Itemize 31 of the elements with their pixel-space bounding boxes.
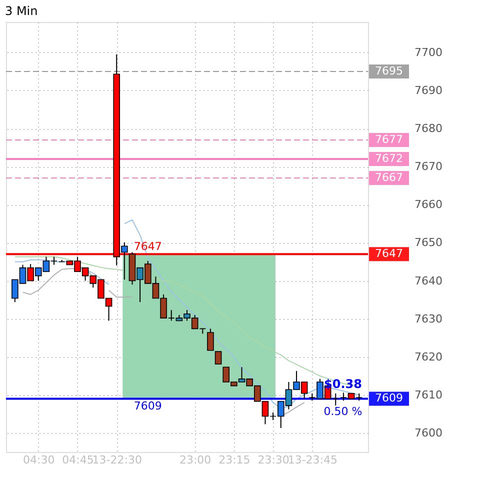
ref-line-label: 7609 (375, 392, 403, 405)
y-tick-label: 7650 (414, 236, 442, 250)
y-tick-label: 7600 (414, 426, 442, 440)
y-tick-label: 7680 (414, 122, 442, 136)
ref-line-label: 7695 (375, 64, 403, 78)
ref-line-label: 7667 (375, 171, 403, 184)
x-tick-label: 23:30 (258, 454, 290, 466)
ref-line-label: 7647 (375, 247, 403, 260)
x-tick-label: 04:30 (23, 454, 55, 466)
x-tick-label: 23:15 (218, 454, 250, 466)
x-tick-label: 13-22:30 (92, 454, 142, 466)
annotation: 0.50 % (324, 405, 362, 418)
annotation: 7647 (134, 240, 162, 254)
y-tick-label: 7630 (414, 312, 442, 326)
x-tick-label: 23:00 (179, 454, 212, 466)
y-tick-label: 7610 (414, 388, 442, 402)
x-tick-label: 04:45 (62, 454, 94, 466)
annotation: $0.38 (324, 377, 362, 391)
chart-title: 3 Min (5, 4, 38, 18)
x-tick-label: 13-23:45 (288, 454, 338, 466)
y-tick-label: 7700 (414, 46, 442, 59)
ref-line-label: 7672 (375, 152, 403, 165)
candlestick (214, 351, 222, 364)
y-tick-label: 7620 (414, 350, 442, 364)
y-tick-label: 7670 (414, 160, 442, 174)
y-tick-label: 7660 (414, 198, 442, 212)
y-tick-label: 7690 (414, 84, 442, 97)
y-tick-label: 7640 (414, 274, 442, 288)
candlestick (207, 328, 214, 351)
annotation: 7609 (134, 400, 162, 413)
ref-line-label: 7677 (375, 132, 403, 146)
